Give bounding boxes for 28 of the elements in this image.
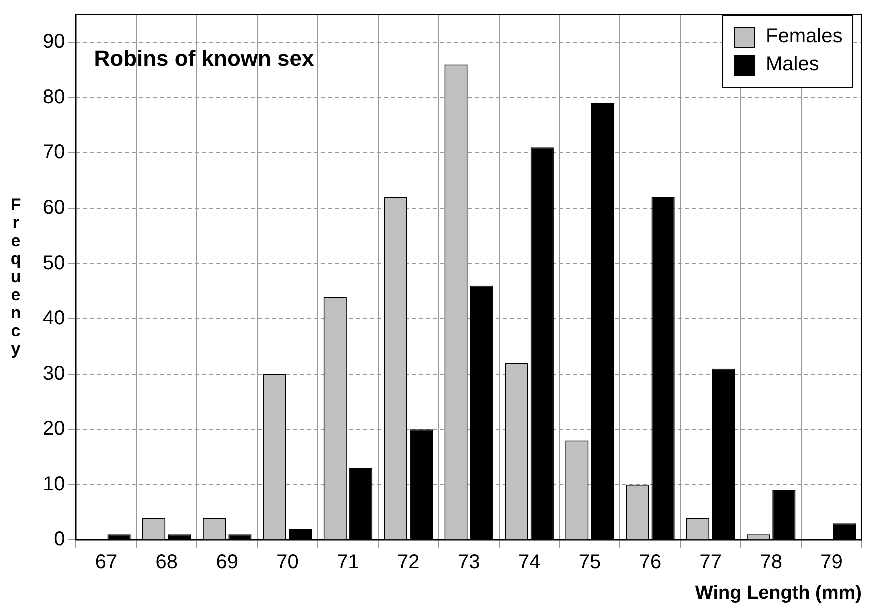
- y-tick-label: 10: [42, 473, 66, 496]
- y-tick-label: 80: [42, 86, 66, 108]
- x-tick-label: 70: [276, 552, 299, 574]
- x-tick-label: 69: [216, 552, 238, 574]
- y-tick-label: 40: [42, 308, 66, 330]
- y-tick-label: 30: [42, 362, 66, 385]
- y-tick-label: 20: [42, 418, 66, 440]
- x-tick-label: 76: [639, 552, 662, 574]
- x-tick-label: 79: [820, 552, 843, 574]
- x-tick-label: 68: [156, 552, 178, 574]
- x-tick-label: 72: [398, 552, 420, 574]
- y-tick-label: 0: [54, 528, 66, 551]
- x-tick-label: 67: [95, 552, 118, 574]
- x-tick-label: 75: [578, 552, 602, 574]
- text: Robins of known sex: [94, 46, 316, 72]
- text: Frequency: [10, 195, 22, 358]
- y-tick-label: 60: [42, 197, 66, 220]
- y-tick-label: 70: [42, 142, 66, 164]
- x-tick-label: 71: [337, 552, 360, 574]
- x-tick-label: 77: [700, 552, 722, 574]
- legend-label: Females: [766, 26, 843, 48]
- x-tick-label: 74: [518, 552, 541, 574]
- x-tick-label: 78: [760, 552, 782, 574]
- x-tick-label: 73: [458, 552, 480, 574]
- x-axis-title: Wing Length (mm): [695, 582, 862, 604]
- y-tick-label: 50: [42, 252, 66, 274]
- legend-label: Males: [766, 54, 820, 76]
- y-tick-label: 90: [42, 31, 66, 54]
